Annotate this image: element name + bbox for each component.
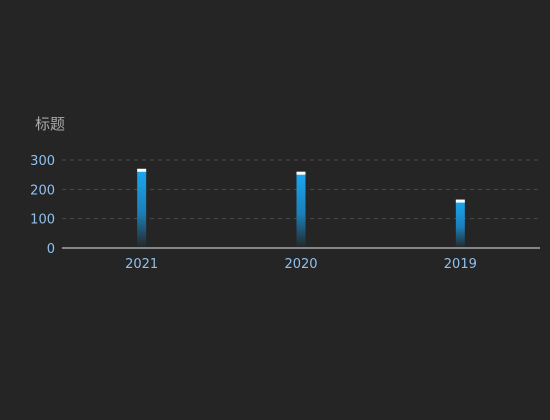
bar-cap-2021 [137, 168, 147, 172]
bars [137, 168, 465, 248]
bar-cap-2019 [455, 199, 465, 203]
x-tick-label: 2020 [284, 257, 317, 272]
y-tick-label: 300 [30, 154, 55, 169]
bar-2019[interactable] [455, 201, 465, 248]
x-tick-label: 2019 [444, 257, 477, 272]
y-tick-label: 200 [30, 183, 55, 198]
x-tick-label: 2021 [125, 257, 158, 272]
y-tick-label: 0 [47, 242, 55, 257]
bar-2021[interactable] [137, 170, 147, 248]
bar-2020[interactable] [296, 173, 306, 248]
bar-cap-2020 [296, 171, 306, 175]
axes: 0 100 200 300 2021 2020 2019 [30, 154, 540, 272]
y-tick-label: 100 [30, 213, 55, 228]
chart-title: 标题 [35, 115, 65, 133]
